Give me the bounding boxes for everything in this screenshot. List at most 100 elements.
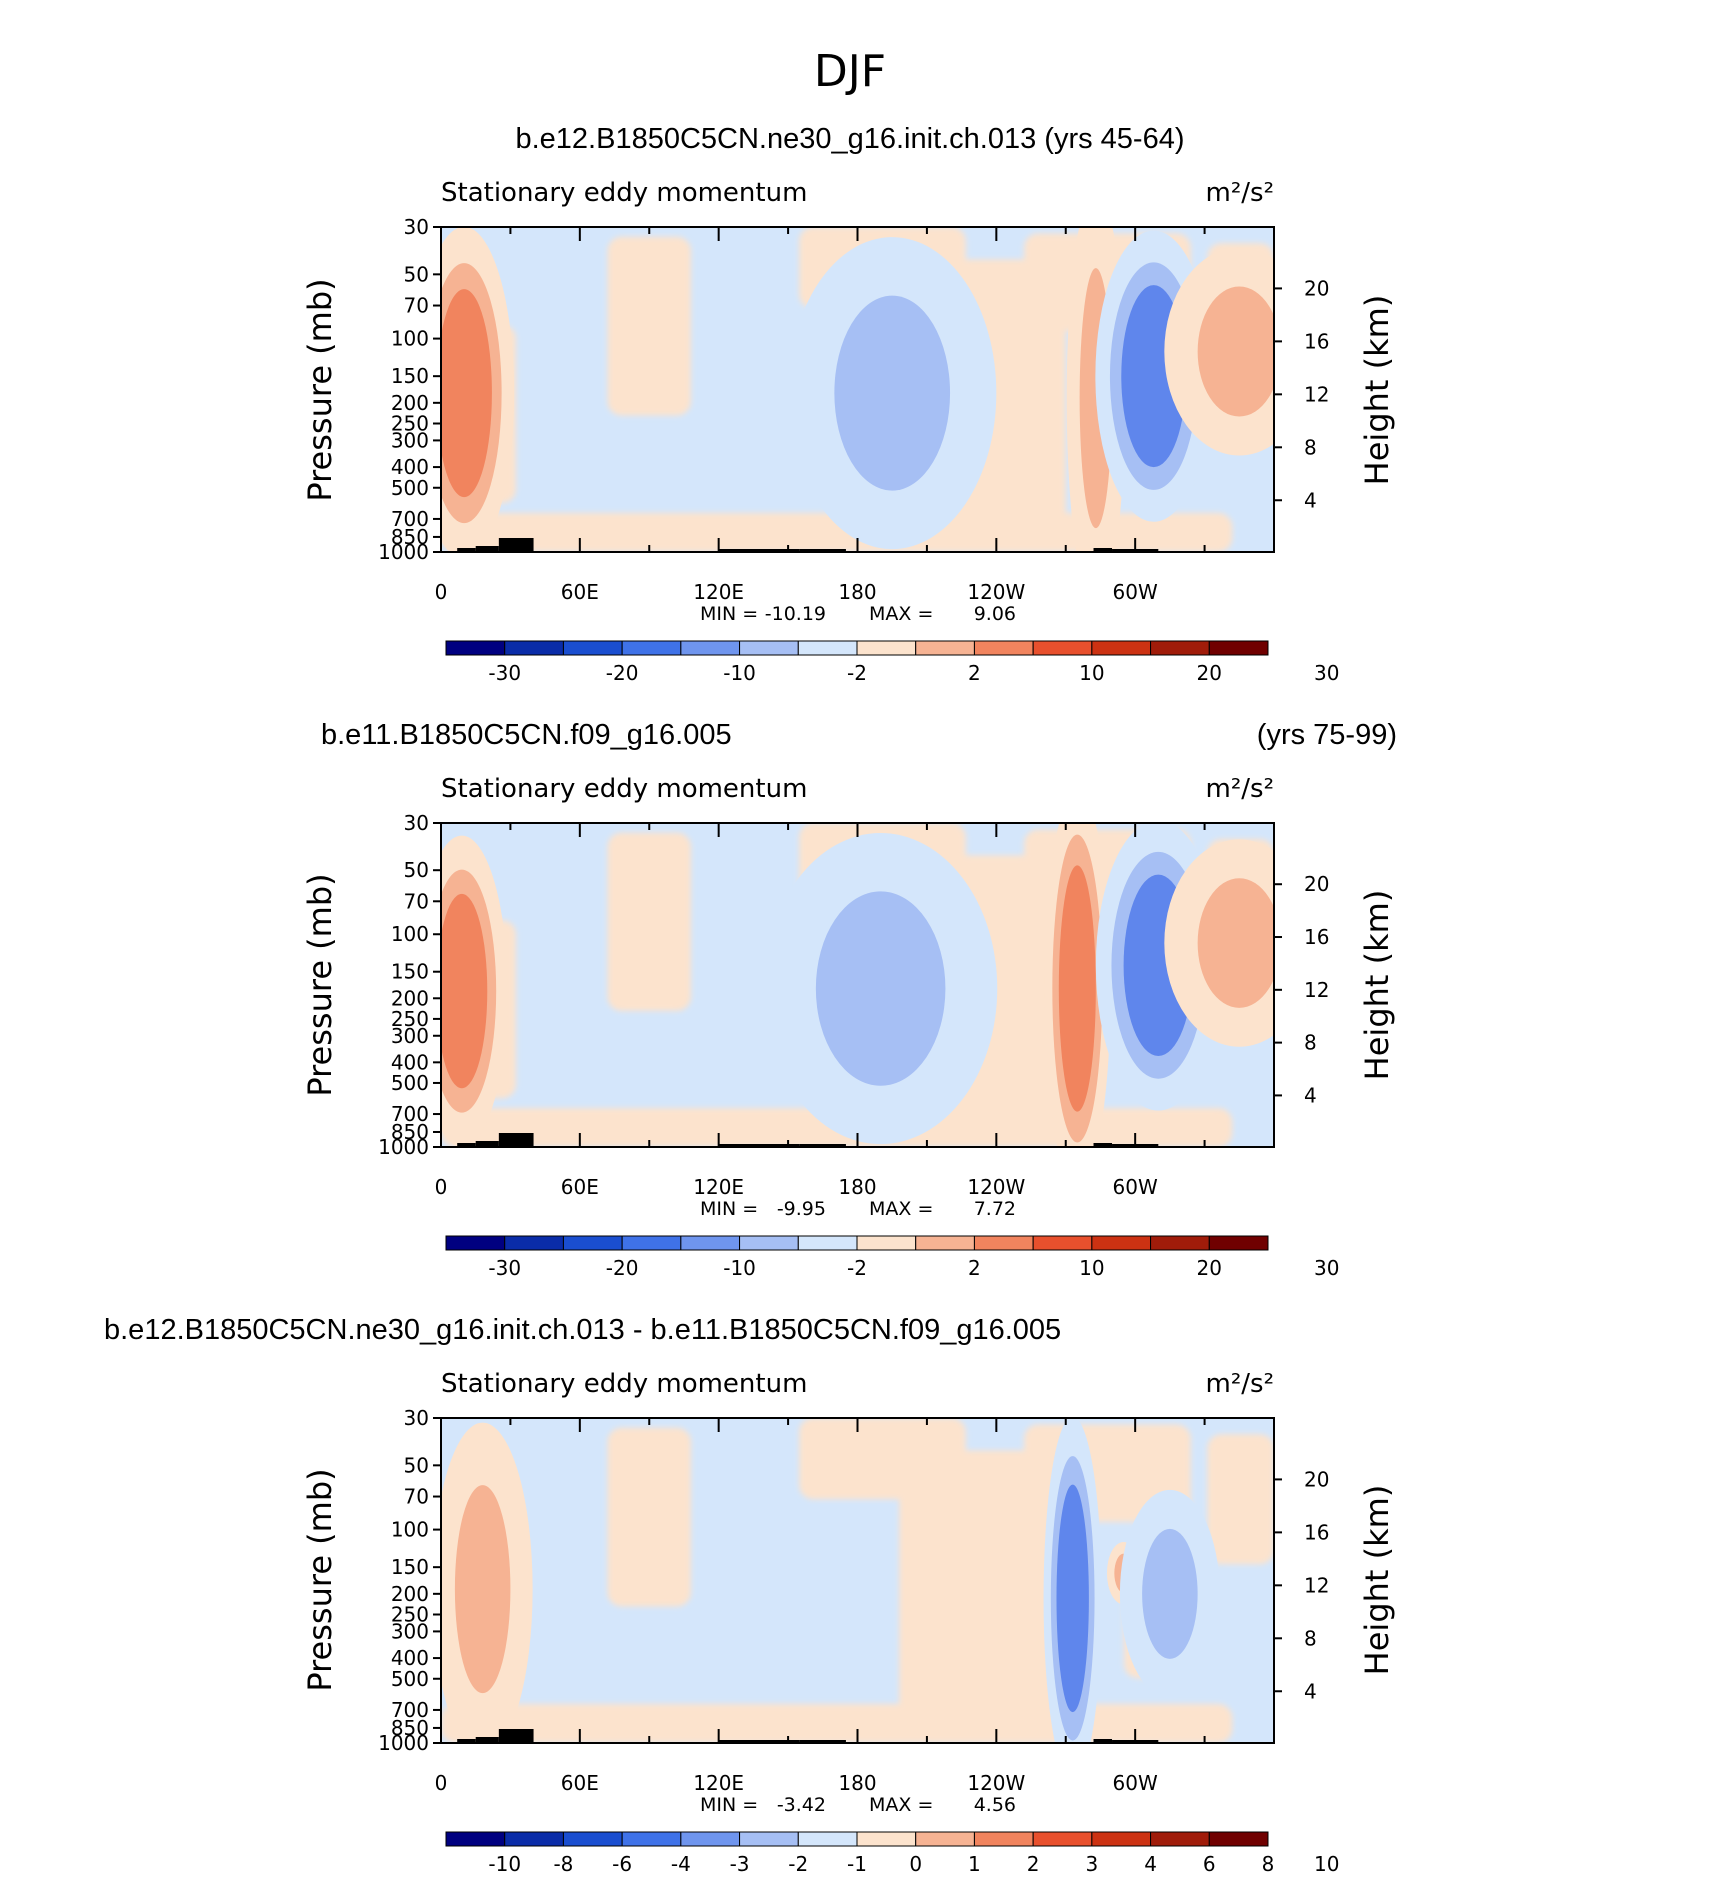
height-tick-label: 12 [1304, 1573, 1329, 1597]
pressure-tick-label: 30 [404, 215, 429, 239]
lon-tick-label: 120W [967, 580, 1025, 604]
panel-3-contour-field [441, 1418, 1274, 1743]
colorbar-label: 6 [1203, 1852, 1216, 1876]
colorbar-label: -20 [606, 661, 639, 685]
colorbar-label: 20 [1197, 1256, 1222, 1280]
colorbar-swatch [1208, 1831, 1269, 1847]
colorbar-label: 2 [968, 661, 981, 685]
colorbar-swatch [797, 1235, 858, 1251]
panel-1-min-value: -10.19 [765, 603, 826, 625]
pressure-tick-label: 300 [391, 1619, 429, 1643]
colorbar-label: 10 [1079, 661, 1104, 685]
colorbar-swatch [445, 640, 506, 656]
pressure-tick-label: 400 [391, 1050, 429, 1074]
panel-2-max-label: MAX = [869, 1198, 933, 1220]
lon-tick-label: 180 [838, 1175, 876, 1199]
colorbar-label: 30 [1314, 1256, 1339, 1280]
pressure-tick-label: 700 [391, 507, 429, 531]
panel-1: b.e12.B1850C5CN.ne30_g16.init.ch.013 (yr… [301, 123, 1396, 685]
pressure-tick-label: 1000 [378, 1731, 429, 1755]
pressure-tick-label: 1000 [378, 540, 429, 564]
pressure-tick-label: 850 [391, 525, 429, 549]
colorbar-label: 30 [1314, 661, 1339, 685]
panel-2-units: m²/s² [1206, 774, 1274, 804]
height-tick-label: 20 [1304, 872, 1329, 896]
colorbar-label: -10 [488, 1852, 521, 1876]
panel-2-max-value: 7.72 [974, 1198, 1016, 1220]
contour-core [441, 289, 492, 498]
topography [498, 1133, 534, 1147]
pressure-tick-label: 50 [404, 1453, 429, 1477]
pressure-tick-label: 200 [391, 391, 429, 415]
height-tick-label: 20 [1304, 276, 1329, 300]
height-tick-label: 8 [1304, 1031, 1317, 1055]
pressure-tick-label: 500 [391, 1667, 429, 1691]
topography [457, 548, 476, 552]
panel-2-variable-label: Stationary eddy momentum [441, 774, 807, 804]
panel-2-min-value: -9.95 [777, 1198, 826, 1220]
topography [475, 546, 499, 552]
panel-2-axes: 3050701001502002503004005007008501000481… [378, 811, 1329, 1199]
panel-1-height-axis-label: Height (km) [1358, 295, 1396, 486]
lon-tick-label: 60W [1113, 1771, 1158, 1795]
pressure-tick-label: 300 [391, 1024, 429, 1048]
height-tick-label: 20 [1304, 1467, 1329, 1491]
height-tick-label: 16 [1304, 1520, 1329, 1544]
topography [718, 549, 800, 552]
pressure-tick-label: 850 [391, 1120, 429, 1144]
colorbar-label: -8 [553, 1852, 573, 1876]
colorbar-swatch [739, 1831, 799, 1847]
colorbar-swatch [562, 640, 623, 656]
topography [799, 1740, 846, 1743]
colorbar-swatch [797, 1831, 858, 1847]
pressure-tick-label: 400 [391, 455, 429, 479]
panel-3-units: m²/s² [1206, 1369, 1274, 1399]
height-tick-label: 12 [1304, 978, 1329, 1002]
pressure-tick-label: 150 [391, 1555, 429, 1579]
panel-1-colorbar: -30 -20 -10 -2 2 10 20 30 [445, 640, 1339, 685]
colorbar-swatch [680, 1235, 741, 1251]
panel-3-axes: 3050701001502002503004005007008501000481… [378, 1406, 1329, 1795]
lon-tick-label: 120W [967, 1175, 1025, 1199]
contour-core [1142, 1528, 1198, 1659]
colorbar-swatch [1032, 1235, 1093, 1251]
colorbar-label: 8 [1262, 1852, 1275, 1876]
lon-tick-label: 180 [838, 580, 876, 604]
pressure-tick-label: 100 [391, 327, 429, 351]
panel-3-max-label: MAX = [869, 1794, 933, 1816]
panel-3-title: b.e12.B1850C5CN.ne30_g16.init.ch.013 - b… [104, 1314, 1061, 1346]
panel-2-min-label: MIN = [700, 1198, 758, 1220]
height-tick-label: 4 [1304, 1083, 1317, 1107]
lon-tick-label: 120E [693, 580, 744, 604]
pressure-tick-label: 250 [391, 1007, 429, 1031]
panel-1-max-value: 9.06 [974, 603, 1016, 625]
lon-tick-label: 120W [967, 1771, 1025, 1795]
panel-1-variable-label: Stationary eddy momentum [441, 178, 807, 208]
colorbar-label: -4 [671, 1852, 691, 1876]
height-tick-label: 8 [1304, 435, 1317, 459]
lon-tick-label: 60E [561, 580, 599, 604]
colorbar-label: -2 [788, 1852, 808, 1876]
positive-band [899, 1450, 1066, 1727]
colorbar-swatch [504, 1235, 564, 1251]
positive-band [799, 1418, 966, 1500]
colorbar-swatch [1150, 1235, 1210, 1251]
panel-3-variable-label: Stationary eddy momentum [441, 1369, 807, 1399]
panel-2-title: b.e11.B1850C5CN.f09_g16.005 [321, 719, 732, 751]
colorbar-swatch [504, 640, 564, 656]
height-tick-label: 12 [1304, 382, 1329, 406]
lon-tick-label: 60W [1113, 1175, 1158, 1199]
colorbar-swatch [621, 1235, 682, 1251]
topography [718, 1740, 800, 1743]
colorbar-swatch [973, 640, 1034, 656]
colorbar-swatch [621, 1831, 682, 1847]
colorbar-label: 4 [1144, 1852, 1157, 1876]
pressure-tick-label: 150 [391, 960, 429, 984]
colorbar-swatch [915, 1831, 975, 1847]
colorbar-label: -3 [730, 1852, 750, 1876]
lon-tick-label: 60W [1113, 580, 1158, 604]
height-tick-label: 16 [1304, 329, 1329, 353]
colorbar-label: -30 [488, 661, 521, 685]
colorbar-swatch [1091, 1831, 1152, 1847]
colorbar-label: -20 [606, 1256, 639, 1280]
